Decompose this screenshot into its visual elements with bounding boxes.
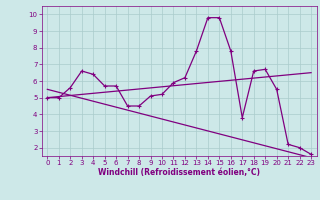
X-axis label: Windchill (Refroidissement éolien,°C): Windchill (Refroidissement éolien,°C) [98,168,260,177]
